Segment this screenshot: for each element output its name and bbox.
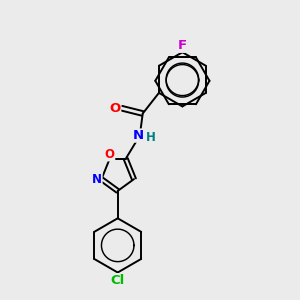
Text: H: H — [146, 130, 156, 143]
Text: N: N — [133, 129, 144, 142]
Text: Cl: Cl — [111, 274, 125, 286]
Text: F: F — [178, 39, 187, 52]
Text: N: N — [92, 172, 102, 186]
Text: O: O — [105, 148, 115, 161]
Text: O: O — [110, 102, 121, 115]
